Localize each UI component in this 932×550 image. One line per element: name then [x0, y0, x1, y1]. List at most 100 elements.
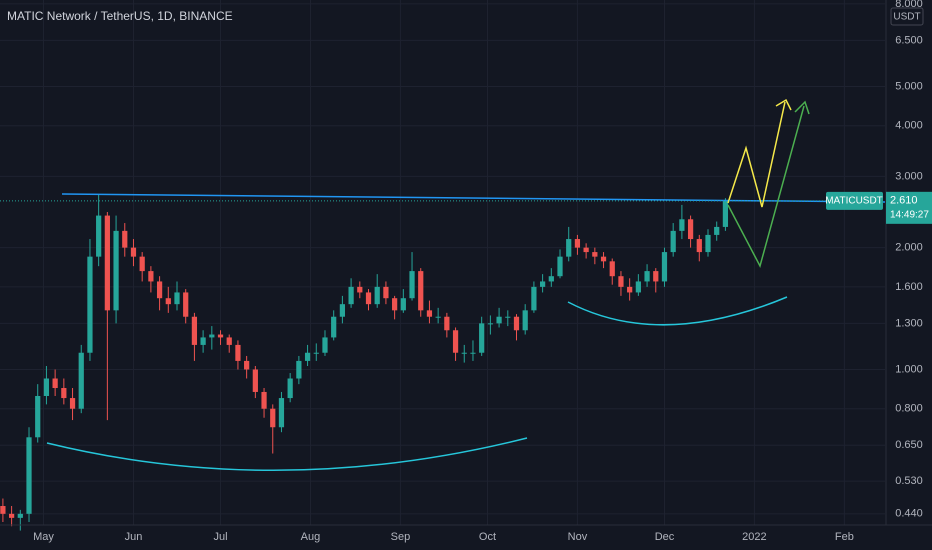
candle-body [574, 239, 581, 248]
y-tick-label: 4.000 [895, 120, 923, 132]
candle-body [35, 396, 41, 438]
candle-body [296, 360, 302, 379]
base-arc [567, 296, 788, 326]
y-tick-label: 1.300 [895, 317, 923, 329]
y-tick-label: 5.000 [895, 80, 923, 92]
candle-body [635, 281, 641, 293]
candle-body [287, 378, 293, 399]
candle-body [130, 247, 137, 257]
candle-body [165, 298, 171, 305]
candle-body [661, 252, 668, 282]
candle-body [452, 330, 459, 353]
currency: USDT [893, 12, 920, 23]
candle-body [505, 316, 511, 318]
candle-body [609, 261, 615, 277]
x-tick-label: Feb [835, 531, 854, 543]
candle-body [96, 215, 102, 257]
candle-body [139, 256, 145, 272]
candle-body [592, 252, 598, 257]
candle-body [392, 298, 398, 311]
candle-body [87, 256, 93, 353]
countdown: 14:49:27 [890, 209, 929, 220]
y-tick-label: 1.000 [895, 363, 923, 375]
candle-body [148, 271, 154, 282]
candle-body [226, 337, 232, 345]
candle-body [513, 316, 520, 331]
y-tick-label: 0.530 [895, 475, 923, 487]
y-tick-label: 3.000 [895, 170, 923, 182]
candle-body [374, 286, 380, 305]
x-tick-label: Dec [655, 531, 675, 543]
candle-body [261, 391, 267, 409]
candle-body [479, 323, 485, 353]
arrow-head [775, 98, 792, 111]
candle-body [409, 271, 415, 299]
x-tick-label: Jun [125, 531, 143, 543]
candle-body [722, 200, 729, 227]
candle-body [252, 369, 258, 392]
candle-body [183, 292, 189, 317]
candle-body [191, 316, 198, 345]
candle-body [69, 398, 76, 409]
candle-body [313, 352, 319, 354]
candle-body [270, 408, 276, 428]
candle-body [548, 276, 554, 282]
candle-body [61, 388, 67, 399]
x-tick-label: Oct [479, 531, 496, 543]
price-tag [886, 191, 932, 224]
candle-body [43, 378, 50, 397]
candle-body [600, 256, 607, 262]
candle-body [418, 271, 424, 311]
candle-body [113, 230, 119, 311]
x-tick-label: May [33, 531, 54, 543]
candle-body [618, 276, 624, 287]
candle-body [444, 316, 450, 331]
candle-body [487, 323, 493, 325]
x-tick-label: Sep [391, 531, 411, 543]
candle-body [531, 286, 537, 311]
y-tick-label: 8.000 [895, 0, 923, 10]
symbol-label: MATICUSDT [825, 195, 883, 206]
candle-body [557, 256, 563, 277]
base-arc [46, 437, 528, 472]
candle-body [461, 352, 467, 354]
candle-body [104, 215, 110, 311]
candle-body [8, 513, 15, 518]
y-tick-label: 6.500 [895, 34, 923, 46]
candle-body [644, 271, 650, 282]
candle-body [653, 271, 659, 282]
candle-body [244, 360, 250, 370]
candle-body [627, 286, 633, 293]
candle-body [0, 506, 6, 514]
x-tick-label: Jul [213, 531, 227, 543]
y-tick-label: 0.800 [895, 403, 923, 415]
resistance-line [61, 193, 886, 203]
candle-body [426, 310, 433, 317]
candle-body [365, 292, 372, 305]
candle-body [348, 286, 354, 305]
candle-body [539, 281, 546, 287]
candle-body [156, 281, 163, 299]
candle-body [322, 337, 328, 353]
candle-body [217, 334, 224, 338]
candle-body [714, 226, 720, 235]
y-tick-label: 0.650 [895, 439, 923, 451]
candle-body [687, 219, 694, 240]
candle-body [78, 352, 84, 409]
candle-body [383, 286, 389, 299]
chart-title: MATIC Network / TetherUS, 1D, BINANCE [7, 9, 233, 23]
projection-arrow [727, 101, 786, 208]
candle-body [17, 513, 23, 518]
candle-body [566, 239, 572, 257]
candle-body [357, 286, 363, 293]
candle-body [331, 316, 337, 338]
projection-arrow [727, 105, 805, 269]
y-tick-label: 0.440 [895, 508, 923, 520]
drawings [46, 98, 886, 472]
currency-box [890, 7, 924, 26]
candle-body [209, 334, 215, 338]
candle-body [400, 298, 406, 311]
y-tick-label: 1.600 [895, 281, 923, 293]
price-label: 2.610 [890, 195, 918, 207]
